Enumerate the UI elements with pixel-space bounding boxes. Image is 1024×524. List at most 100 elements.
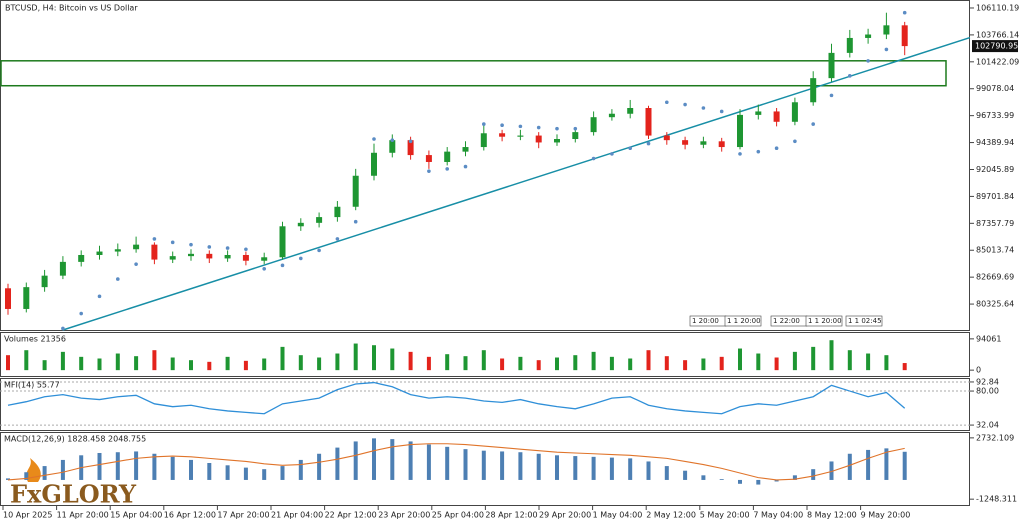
volume-bar [6, 355, 10, 371]
volume-bar [189, 360, 193, 371]
candle-body [883, 25, 890, 35]
x-tick-label: 11 Apr 20:00 [57, 511, 109, 520]
macd-bar [536, 453, 541, 480]
volume-bar [500, 358, 505, 371]
candle-body [499, 133, 506, 137]
sar-dot [518, 124, 523, 129]
sar-dot [152, 237, 157, 241]
volume-bar [60, 351, 65, 371]
y-tick-label: -1248.311 [976, 495, 1017, 504]
sar-dot [317, 248, 321, 253]
volume-bar [738, 348, 742, 371]
candle-body [316, 217, 323, 223]
candle-body [78, 254, 85, 262]
sar-dot [335, 237, 340, 241]
x-tick-label: 23 Apr 20:00 [378, 511, 430, 520]
x-tick-label: 21 Apr 04:00 [271, 511, 323, 520]
candle-body [663, 135, 670, 141]
sar-dot [774, 146, 779, 150]
sar-dot [79, 311, 83, 316]
volume-bar [866, 353, 871, 371]
candle-body [133, 244, 140, 250]
y-tick-label: 101422.09 [976, 57, 1019, 66]
candle-body [865, 34, 872, 38]
sar-dot [463, 164, 468, 169]
candle-body [554, 139, 560, 143]
sar-dot [207, 245, 212, 249]
macd-bar [24, 472, 29, 480]
macd-bar [317, 453, 322, 480]
x-tick-label: 7 May 04:00 [753, 511, 803, 520]
macd-bar [646, 461, 651, 480]
sar-dot [610, 152, 614, 156]
candle-body [151, 244, 158, 260]
candle-body [737, 114, 743, 148]
sar-dot [829, 93, 834, 98]
macd-bar [481, 450, 486, 480]
mfi-frame [0, 378, 970, 431]
sar-dot [482, 122, 486, 126]
candle-body [846, 37, 853, 53]
macd-bar [42, 466, 47, 480]
macd-bar [555, 455, 559, 480]
macd-bar [573, 456, 578, 480]
x-tick-label: 17 Apr 20:00 [217, 511, 269, 520]
x-tick-label: 15 Apr 04:00 [110, 511, 162, 520]
macd-bar [701, 475, 706, 480]
volume-bar [42, 360, 47, 371]
sar-dot [536, 125, 541, 130]
volume-bar [390, 348, 395, 371]
volume-bar [463, 356, 468, 371]
time-marker: 1 22:00 [773, 317, 800, 325]
x-tick-label: 8 May 12:00 [807, 511, 857, 520]
volume-bar [353, 343, 358, 371]
macd-bar [170, 456, 175, 480]
candle-body [96, 251, 103, 255]
sar-dot [134, 262, 138, 266]
candle-body [444, 151, 451, 162]
candle-body [627, 108, 634, 114]
macd-bar [298, 459, 303, 480]
sar-dot [848, 74, 852, 78]
volume-bar [902, 363, 907, 371]
volume-bar [847, 350, 852, 371]
time-marker-box [805, 315, 843, 327]
candle-body [224, 254, 231, 259]
volume-bar [701, 358, 706, 371]
candle-body [59, 261, 66, 276]
macd-bar [353, 441, 358, 480]
volume-bar [756, 353, 761, 371]
macd-bar [774, 479, 779, 482]
candle-body [169, 256, 176, 260]
volume-bar [884, 355, 889, 371]
macd-bar [372, 438, 376, 480]
chart-title: BTCUSD, H4: Bitcoin vs US Dollar [5, 4, 138, 13]
sar-dot [225, 246, 230, 250]
macd-bar [664, 466, 669, 480]
macd-bar [609, 457, 614, 480]
sar-dot [445, 167, 450, 171]
signal-line [7, 443, 905, 481]
macd-bar [884, 448, 889, 480]
macd-bar [866, 449, 871, 480]
macd-bar [97, 452, 102, 480]
time-marker: 1 1 02:45 [848, 317, 882, 325]
y-tick-label: 99078.04 [976, 84, 1014, 93]
macd-bar [500, 451, 505, 480]
volume-bar [573, 355, 578, 371]
candle-body [389, 140, 396, 153]
sar-dot [866, 59, 870, 63]
macd-bar [829, 461, 834, 480]
candle-body [645, 108, 652, 136]
volume-bar [609, 356, 614, 371]
volume-bar [298, 355, 303, 371]
x-tick-label: 25 Apr 04:00 [432, 511, 484, 520]
time-marker-box [724, 315, 762, 327]
sar-dot [390, 138, 395, 142]
sar-dot [299, 256, 303, 261]
candle-body [791, 102, 798, 122]
macd-bar [243, 467, 248, 480]
volume-bar [829, 340, 834, 371]
sar-dot [902, 10, 907, 15]
